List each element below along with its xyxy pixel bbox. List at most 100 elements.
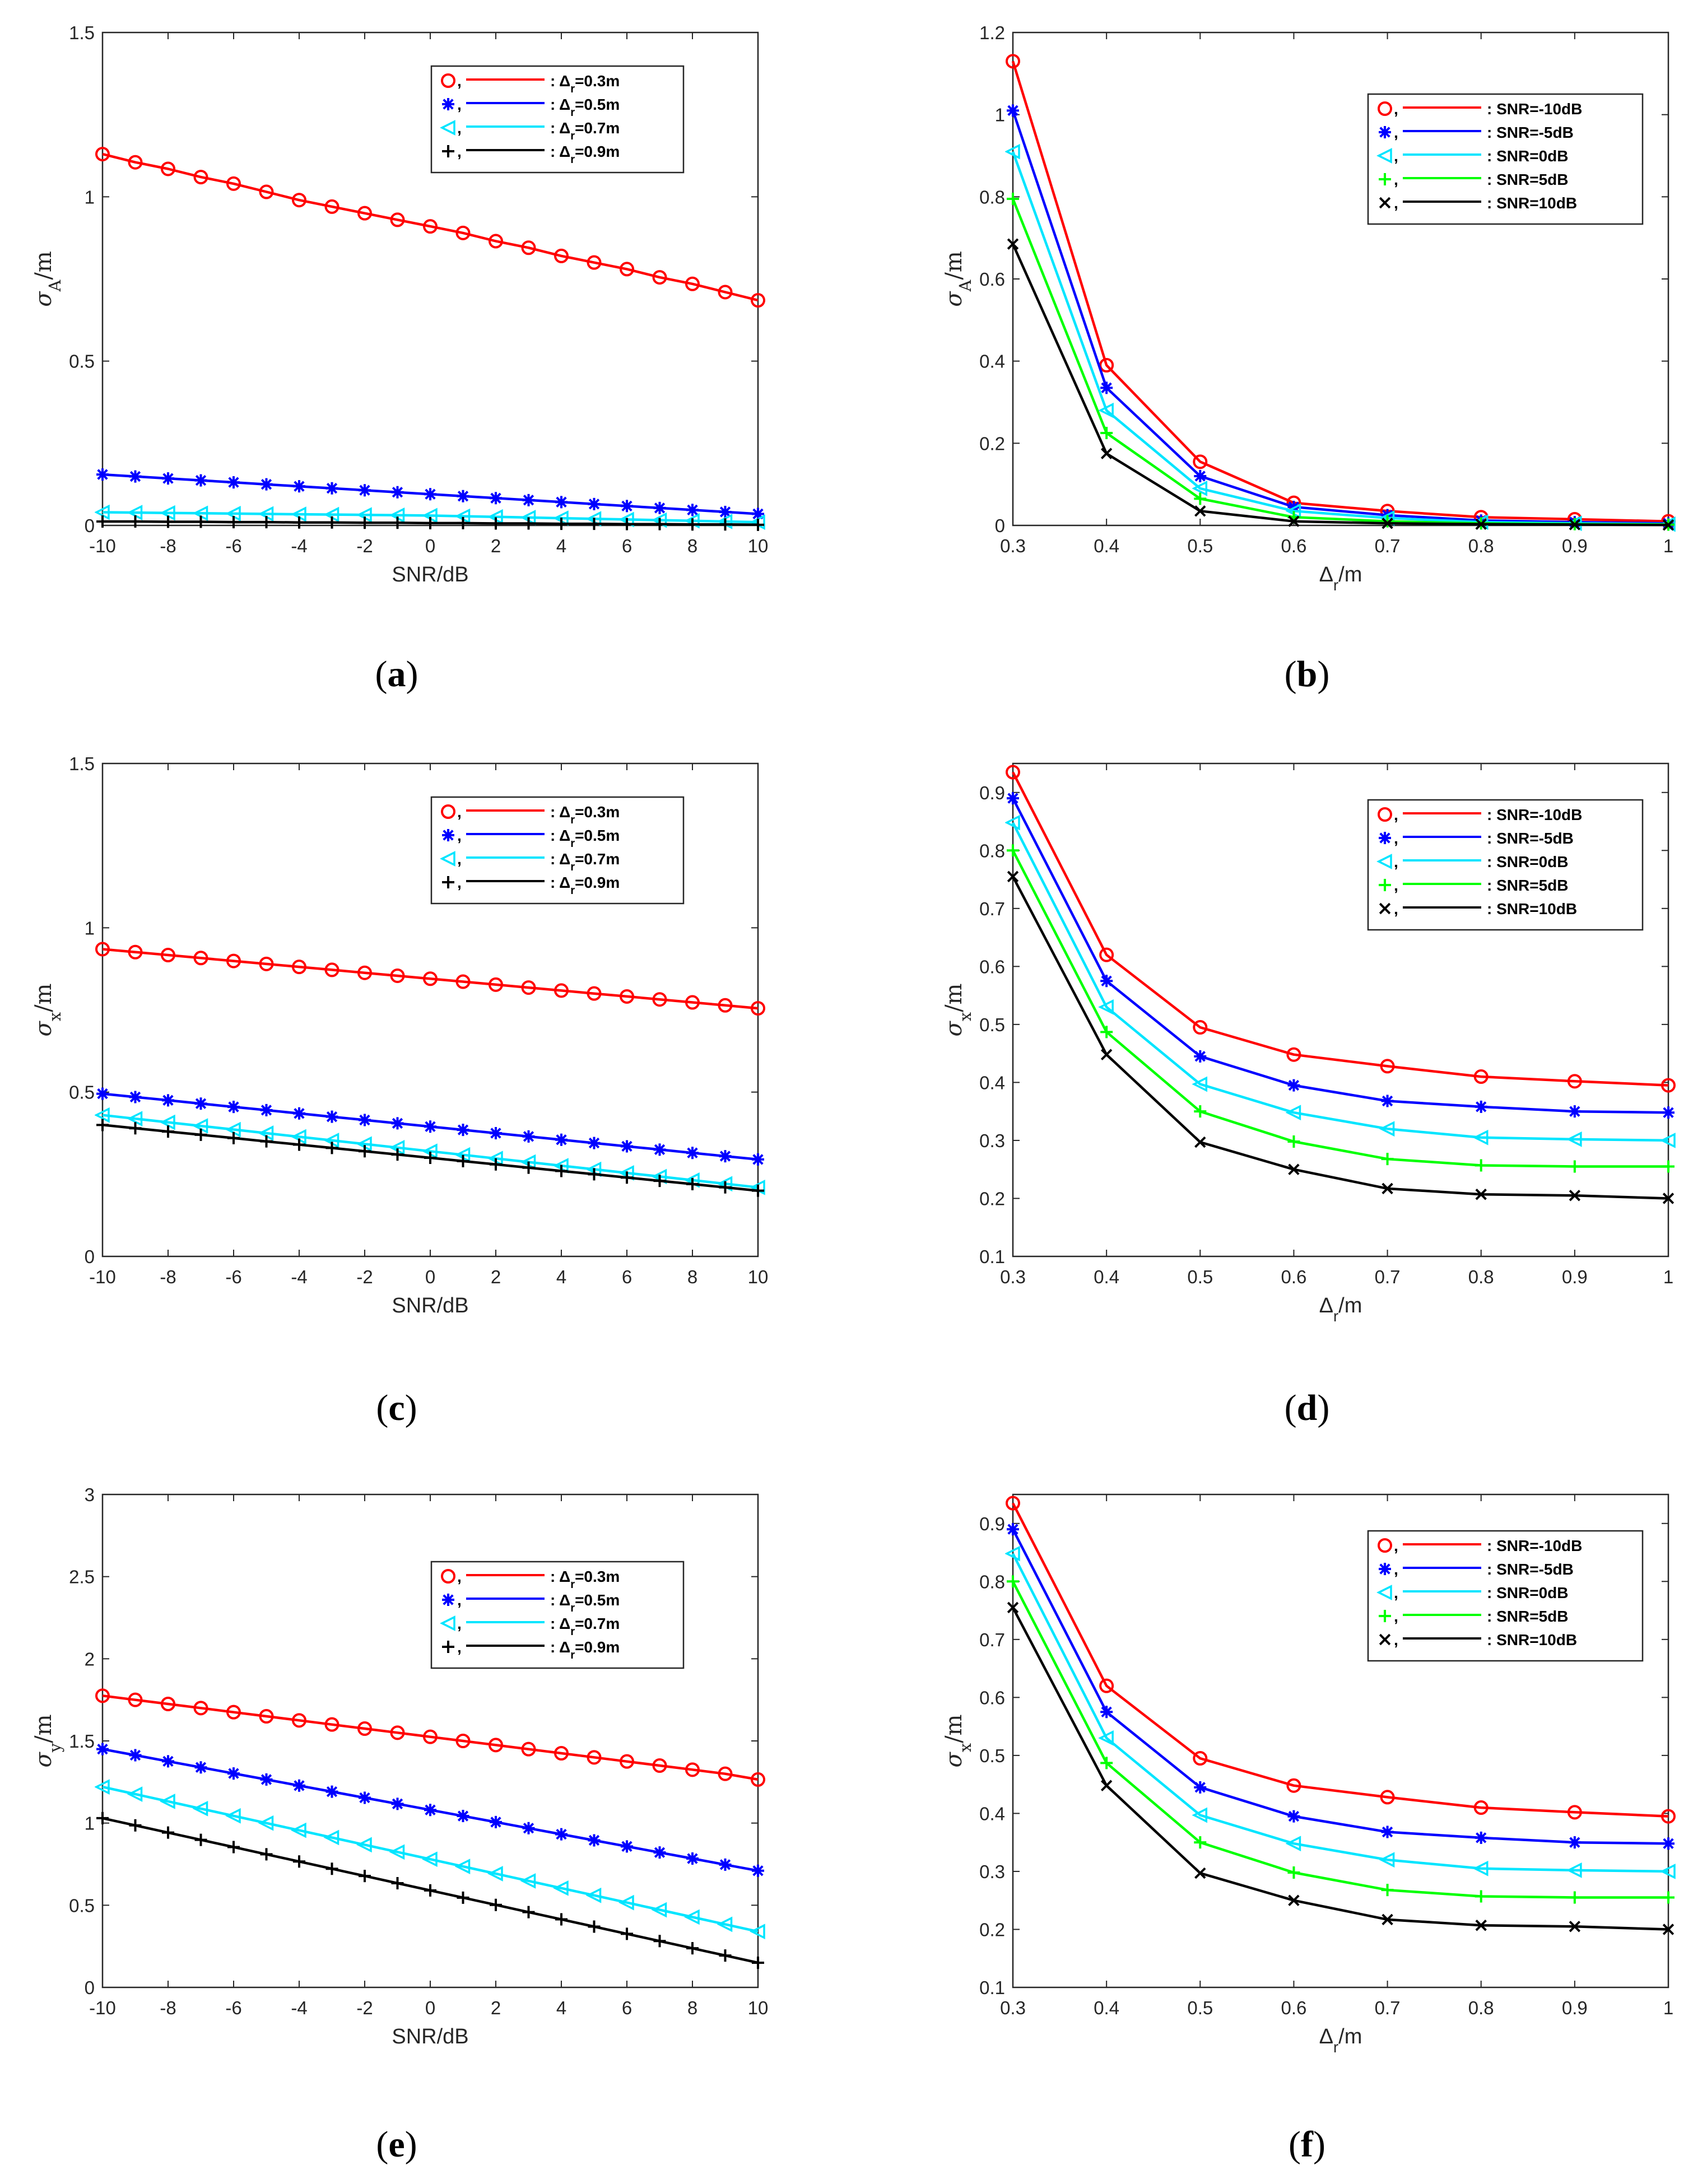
data-point: [1100, 1757, 1113, 1769]
data-point: [1287, 1079, 1300, 1092]
data-point: [751, 1772, 765, 1787]
data-point: [718, 998, 733, 1013]
y-tick-label: 0: [995, 515, 1005, 536]
svg-text:,: ,: [1394, 194, 1398, 212]
data-point: [719, 1858, 732, 1871]
data-point: [1473, 1069, 1489, 1084]
y-tick-label: 0.3: [979, 1861, 1005, 1882]
legend-label: : SNR=5dB: [1487, 1608, 1568, 1625]
series-line-4: [1012, 876, 1669, 1200]
data-point: [227, 476, 240, 489]
y-tick-label: 2.5: [69, 1567, 95, 1587]
data-point: [324, 199, 339, 214]
data-point: [1381, 1884, 1394, 1897]
data-point: [1380, 1059, 1395, 1074]
x-tick-label: 0: [425, 1266, 435, 1287]
y-tick-label: 1.5: [69, 22, 95, 43]
data-point: [652, 270, 667, 285]
data-point: [653, 1143, 666, 1156]
legend-marker: [1378, 1538, 1392, 1553]
data-point: [293, 1138, 305, 1151]
data-point: [1662, 1106, 1675, 1119]
svg-text:,: ,: [1394, 1608, 1398, 1625]
legend-marker: [1376, 854, 1392, 869]
data-point: [752, 507, 764, 520]
data-point: [193, 951, 208, 966]
data-point: [554, 1746, 569, 1761]
y-tick-label: 0.5: [69, 1895, 95, 1916]
data-point: [260, 1773, 273, 1786]
data-point: [1661, 1078, 1676, 1093]
data-point: [1194, 1867, 1206, 1879]
y-tick-label: 0.5: [979, 1014, 1005, 1035]
data-point: [555, 1913, 568, 1926]
data-point: [588, 1834, 601, 1847]
x-tick-label: -4: [291, 1266, 307, 1287]
legend-label: : SNR=-5dB: [1487, 830, 1574, 847]
data-point: [1288, 1163, 1300, 1175]
legend-marker: [1379, 126, 1391, 138]
series-line-0: [102, 152, 759, 302]
data-point: [489, 977, 503, 992]
data-point: [1288, 515, 1300, 527]
data-point: [585, 1887, 602, 1903]
data-point: [194, 1833, 207, 1846]
y-axis-label: σA/m: [941, 251, 975, 307]
data-point: [1098, 999, 1114, 1015]
data-point: [457, 490, 469, 502]
svg-text:,: ,: [457, 96, 462, 113]
data-point: [751, 1001, 765, 1016]
data-point: [391, 1148, 404, 1161]
x-tick-label: 0.7: [1375, 1997, 1401, 2018]
data-point: [423, 971, 438, 986]
x-tick-label: -4: [291, 1997, 307, 2018]
data-point: [1100, 427, 1113, 439]
x-tick-label: 1: [1663, 535, 1673, 556]
x-tick-label: 0.8: [1468, 1997, 1494, 2018]
data-point: [96, 1812, 109, 1824]
x-tick-label: -10: [89, 1266, 116, 1287]
data-point: [359, 1870, 371, 1883]
data-point: [194, 1097, 207, 1110]
y-tick-label: 0: [85, 1246, 95, 1267]
data-point: [455, 974, 471, 989]
data-point: [1194, 470, 1207, 482]
data-point: [1098, 402, 1114, 418]
legend-label: : SNR=5dB: [1487, 877, 1568, 894]
x-tick-label: 0.5: [1187, 1266, 1213, 1287]
data-point: [129, 1122, 142, 1135]
data-point: [1475, 1890, 1487, 1903]
y-tick-label: 0.5: [69, 1082, 95, 1103]
x-tick-label: 8: [687, 535, 697, 556]
data-point: [454, 1859, 471, 1874]
data-point: [489, 1738, 503, 1753]
data-point: [1662, 1193, 1675, 1204]
svg-text:σA/m: σA/m: [31, 251, 64, 307]
x-tick-label: 0.5: [1187, 1997, 1213, 2018]
series-line-3: [1012, 1581, 1668, 1899]
data-point: [226, 953, 241, 968]
data-point: [457, 516, 469, 529]
data-point: [359, 1791, 371, 1804]
data-point: [1381, 1826, 1394, 1838]
data-point: [1100, 1780, 1113, 1791]
data-point: [752, 1864, 764, 1877]
data-point: [359, 516, 371, 529]
y-tick-label: 0.2: [979, 433, 1005, 454]
data-point: [391, 516, 404, 529]
svg-text:σx/m: σx/m: [31, 984, 64, 1037]
chart-panel-f: 0.3 0.4 0.5 0.6 0.7 0.8 0.9 1 0.1 0.2 0.3 0.4 0.5 0.6…: [941, 1493, 1676, 2165]
data-point: [686, 1852, 699, 1865]
data-point: [325, 482, 338, 495]
x-tick-label: 0.6: [1281, 535, 1306, 556]
data-point: [95, 1688, 110, 1703]
legend-marker: [440, 1615, 455, 1631]
x-tick-label: 10: [748, 535, 769, 556]
data-point: [1100, 975, 1113, 988]
data-point: [1194, 1105, 1207, 1118]
data-point: [325, 1142, 338, 1154]
data-point: [1193, 1751, 1208, 1766]
data-point: [1194, 1781, 1207, 1794]
legend-marker: [442, 829, 454, 841]
legend-label: : SNR=-5dB: [1487, 124, 1574, 141]
